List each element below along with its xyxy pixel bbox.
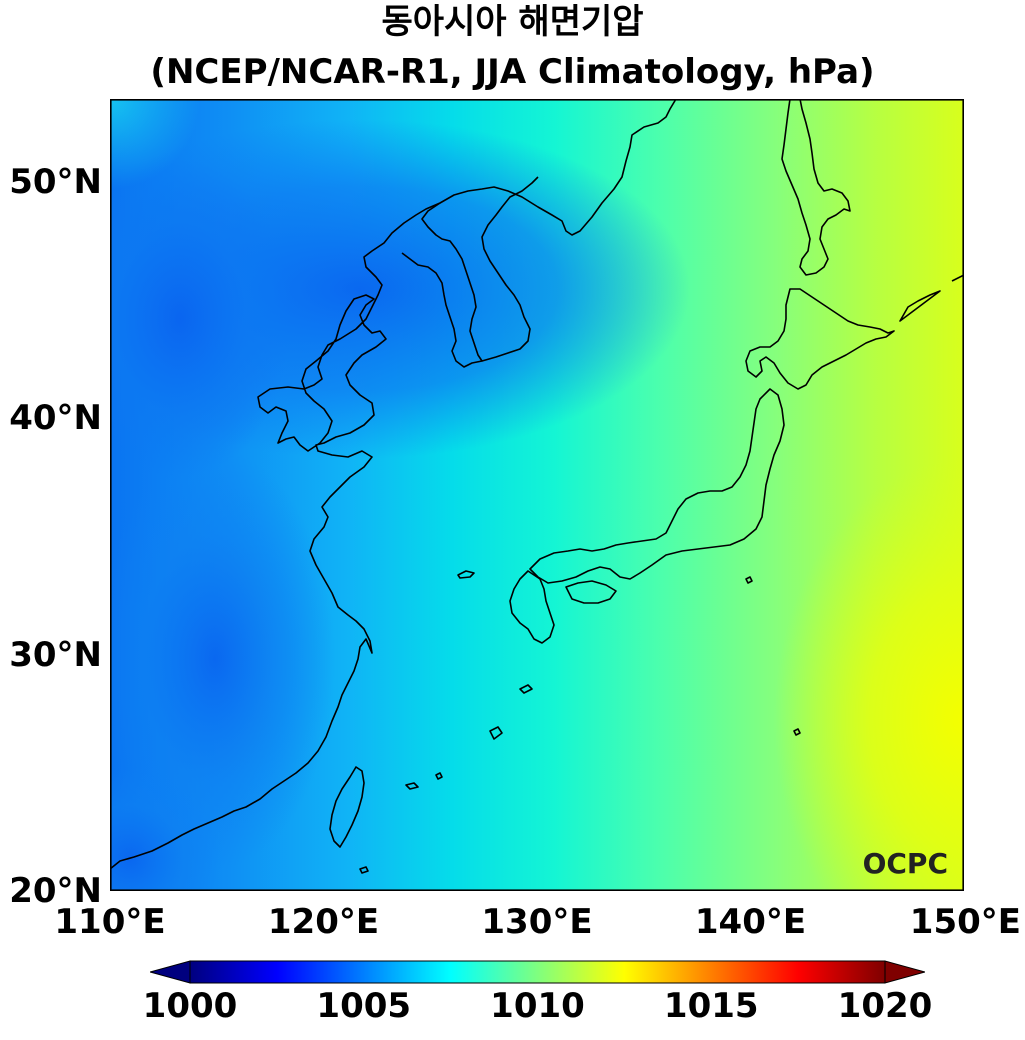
colorbar-extend-high bbox=[884, 960, 925, 984]
coastline-island-sw bbox=[359, 866, 369, 874]
coastline-jeju bbox=[457, 570, 475, 579]
colorbar-tick-label: 1005 bbox=[316, 986, 412, 1026]
colorbar-tick-label: 1015 bbox=[663, 986, 759, 1026]
map-title: 동아시아 해면기압 bbox=[381, 2, 644, 42]
colorbar-strip bbox=[150, 960, 925, 984]
coastline-island-izu bbox=[745, 576, 753, 584]
coastline-kurils bbox=[899, 290, 941, 322]
lon-tick-label: 140°E bbox=[694, 902, 807, 942]
lat-tick-label: 30°N bbox=[9, 634, 102, 675]
coastline-ryukyu-2 bbox=[489, 726, 503, 740]
low-pressure-west bbox=[110, 159, 290, 479]
coastline-ryukyu-3 bbox=[405, 782, 419, 790]
map-subtitle: (NCEP/NCAR-R1, JJA Climatology, hPa) bbox=[150, 52, 875, 92]
ocpc-watermark: OCPC bbox=[863, 847, 948, 880]
map-panel: OCPC bbox=[110, 99, 964, 891]
low-pressure-sw bbox=[110, 769, 220, 891]
lon-tick-label: 120°E bbox=[267, 902, 380, 942]
lat-tick-label: 20°N bbox=[9, 871, 102, 911]
high-pressure-east bbox=[774, 459, 964, 891]
colorbar bbox=[150, 960, 925, 984]
coastline-mainland bbox=[110, 99, 677, 870]
coastline-taiwan bbox=[329, 766, 365, 848]
lon-tick-label: 110°E bbox=[54, 902, 166, 942]
low-pressure-south bbox=[110, 449, 335, 869]
colorbar-gradient bbox=[189, 960, 886, 984]
map-border bbox=[110, 99, 964, 891]
lat-tick-label: 50°N bbox=[9, 161, 102, 202]
coastline-korea-west bbox=[401, 202, 483, 368]
coastlines bbox=[110, 99, 964, 874]
colorbar-tick-label: 1010 bbox=[490, 986, 585, 1026]
pressure-map: OCPC bbox=[110, 99, 964, 891]
coastline-korea-south bbox=[481, 176, 539, 362]
coastline-hokkaido bbox=[745, 288, 895, 390]
coastline-shikoku bbox=[565, 580, 617, 604]
lon-tick-label: 130°E bbox=[481, 902, 593, 942]
coastline-sakhalin bbox=[781, 99, 851, 276]
colorbar-extend-low bbox=[150, 960, 191, 984]
coastline-kurils-east bbox=[951, 274, 964, 282]
lon-tick-label: 150°E bbox=[909, 902, 1021, 942]
coastline-island-pacific bbox=[793, 728, 801, 736]
coastline-ryukyu-4 bbox=[435, 772, 443, 780]
coastline-ryukyu-1 bbox=[519, 684, 533, 694]
colorbar-tick-label: 1020 bbox=[837, 986, 933, 1026]
lat-tick-label: 40°N bbox=[9, 398, 102, 439]
coastline-kyushu bbox=[509, 570, 555, 644]
colorbar-tick-label: 1000 bbox=[142, 986, 238, 1026]
